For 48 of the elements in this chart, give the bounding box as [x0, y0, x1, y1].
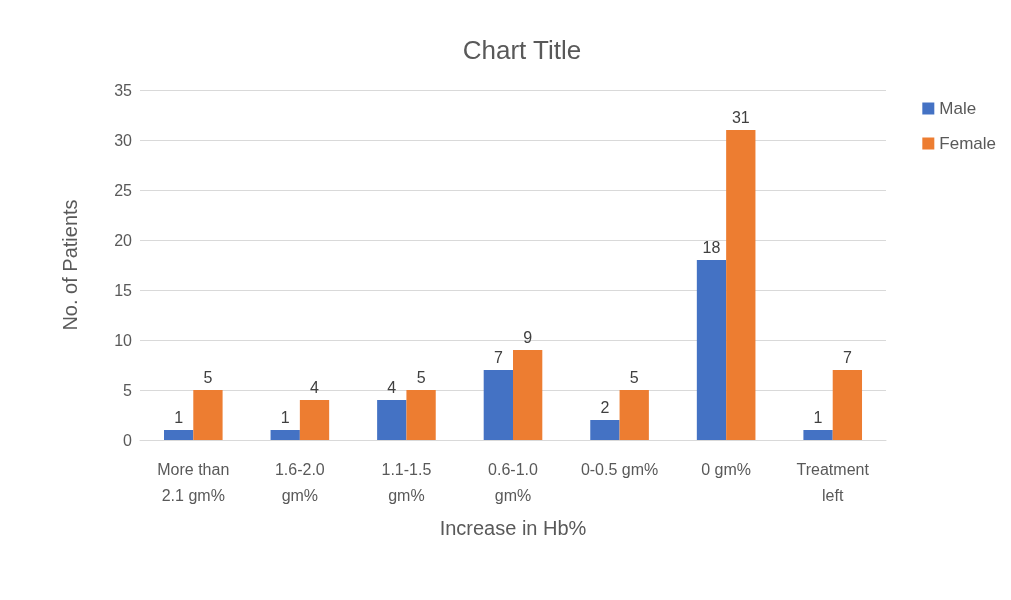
data-label: 5 [203, 368, 213, 386]
bar [377, 400, 407, 440]
data-label: 5 [629, 368, 639, 386]
bar [299, 400, 330, 440]
data-label: 1 [174, 408, 184, 426]
data-label: 2 [600, 398, 610, 416]
bar [726, 130, 756, 440]
data-label: 4 [310, 378, 320, 396]
data-label: 31 [731, 108, 750, 126]
bar [513, 350, 543, 440]
x-tick-label: 1.6-2.0 gm% [274, 460, 325, 504]
y-tick-label: 10 [114, 331, 133, 349]
bar [406, 390, 436, 440]
x-tick-label: 0-0.5 gm% [580, 460, 659, 478]
x-axis-title: Increase in Hb% [439, 517, 587, 539]
y-tick-label: 35 [114, 81, 133, 99]
y-tick-label: 0 [123, 431, 133, 449]
bar [696, 260, 727, 440]
y-axis-title: No. of Patients [59, 199, 81, 331]
y-tick-label: 20 [114, 231, 133, 249]
chart-title: Chart Title [462, 35, 582, 65]
data-label: 4 [387, 378, 397, 396]
bar [163, 430, 194, 440]
data-label: 7 [842, 348, 852, 366]
x-tick-label: Treatment left [796, 460, 870, 504]
bar [483, 370, 513, 440]
data-label: 5 [416, 368, 426, 386]
y-tick-label: 5 [123, 381, 133, 399]
legend-label: Female [939, 134, 996, 153]
bar [803, 430, 833, 440]
data-label: 1 [813, 408, 823, 426]
x-tick-label: 0 gm% [701, 460, 752, 478]
y-tick-label: 15 [114, 281, 133, 299]
data-label: 9 [523, 328, 533, 346]
legend-label: Male [939, 99, 977, 118]
x-tick-label: More than 2.1 gm% [157, 460, 230, 504]
bar [193, 390, 223, 440]
x-tick-label: 0.6-1.0 gm% [488, 460, 539, 504]
bar [832, 370, 863, 440]
y-tick-label: 25 [114, 181, 133, 199]
data-label: 7 [493, 348, 503, 366]
bar [590, 420, 620, 440]
x-tick-label: 1.1-1.5 gm% [381, 460, 432, 504]
data-label: 18 [702, 238, 721, 256]
y-tick-label: 30 [114, 131, 133, 149]
data-label: 1 [280, 408, 290, 426]
bar [619, 390, 649, 440]
bar [270, 430, 300, 440]
